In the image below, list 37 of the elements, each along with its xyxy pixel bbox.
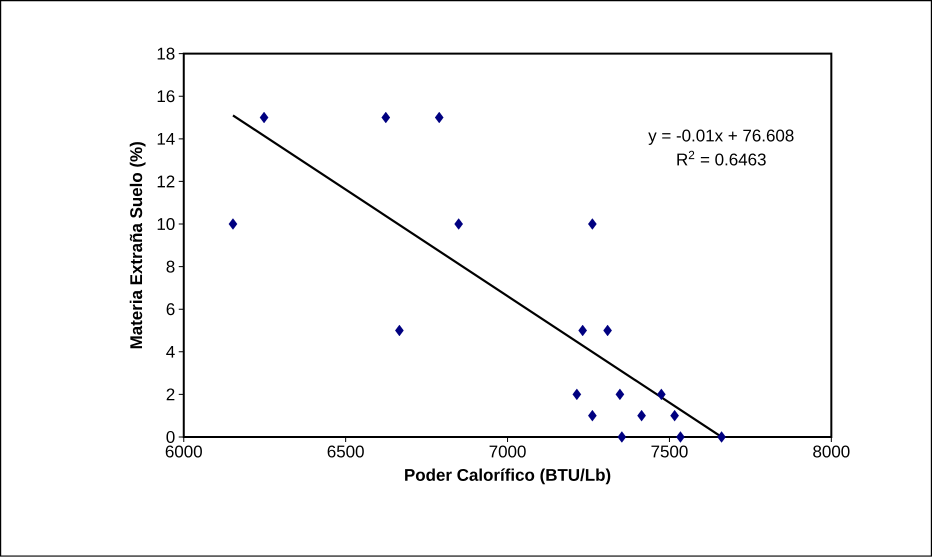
point bbox=[260, 112, 268, 124]
point bbox=[670, 410, 679, 422]
point bbox=[454, 218, 463, 230]
x-tick-label: 7000 bbox=[490, 446, 526, 458]
y-tick-label: 2 bbox=[166, 388, 174, 400]
point bbox=[381, 112, 390, 124]
y-tick-label: 4 bbox=[166, 346, 175, 358]
point bbox=[676, 431, 685, 443]
y-tick-label: 10 bbox=[158, 218, 175, 230]
y-tick-label: 0 bbox=[166, 431, 175, 444]
x-tick-label: 6500 bbox=[328, 446, 364, 458]
y-tick-label: 6 bbox=[166, 303, 174, 316]
x-tick-label: 7500 bbox=[651, 446, 688, 458]
annotation: y = -0.01x + 76.608 bbox=[648, 130, 794, 146]
y-tick-label: 14 bbox=[158, 133, 175, 145]
point bbox=[637, 410, 646, 422]
point bbox=[578, 324, 587, 336]
x-tick-label: 6000 bbox=[166, 446, 202, 458]
x-tick-label: 8000 bbox=[813, 446, 850, 458]
y-tick-label: 12 bbox=[158, 176, 174, 188]
point bbox=[618, 431, 626, 443]
point bbox=[434, 112, 444, 124]
annotation: R$^{2}$ = 0.6463 bbox=[677, 150, 766, 166]
point bbox=[616, 388, 624, 400]
point bbox=[572, 388, 582, 400]
y-tick-label: 8 bbox=[166, 260, 175, 273]
point bbox=[657, 388, 666, 400]
x-axis-title: Poder Calorífico (BTU/Lb) bbox=[405, 468, 610, 484]
y-tick-label: 18 bbox=[158, 48, 174, 60]
y-tick-label: 16 bbox=[158, 90, 174, 102]
point bbox=[603, 324, 612, 336]
point bbox=[717, 431, 726, 443]
y-axis-title: Materia Extraña Suelo (%) bbox=[130, 142, 146, 348]
point bbox=[228, 218, 238, 230]
point bbox=[588, 218, 597, 230]
point bbox=[395, 324, 404, 336]
point bbox=[588, 410, 597, 422]
